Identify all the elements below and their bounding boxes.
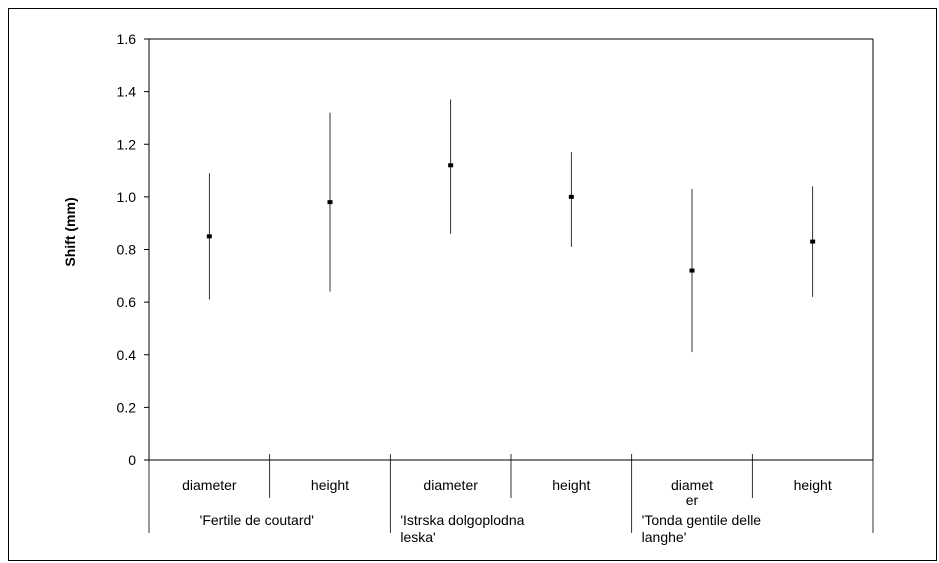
chart-frame: Shift (mm) 0 0.2 0.4 0.6 0.8 1.0 1.2 1.4 1.6 dia… xyxy=(8,8,937,561)
axes: 0 0.2 0.4 0.6 0.8 1.0 1.2 1.4 1.6 xyxy=(117,31,874,533)
y-tick-label: 0.4 xyxy=(117,347,137,363)
category-label-1: diameter xyxy=(182,477,237,493)
category-label-3: diameter xyxy=(423,477,478,493)
mean-marker-6 xyxy=(810,239,816,244)
y-tick-label: 0.2 xyxy=(117,399,137,415)
y-tick-label: 1.2 xyxy=(117,136,137,152)
group-label-1: 'Fertile de coutard' xyxy=(200,512,314,528)
y-tick-label: 0.6 xyxy=(117,294,137,310)
y-tick-label: 1.4 xyxy=(117,84,137,100)
category-label-4: height xyxy=(552,477,590,493)
category-label-5: diamet xyxy=(671,477,713,493)
mean-marker-1 xyxy=(206,234,212,239)
mean-marker-5 xyxy=(689,268,695,273)
y-tick-label: 1.6 xyxy=(117,31,137,47)
category-label-6: height xyxy=(794,477,832,493)
group-label-2: leska' xyxy=(400,529,435,545)
category-label-5: er xyxy=(686,492,699,508)
group-label-3: langhe' xyxy=(642,529,687,545)
mean-marker-4 xyxy=(568,194,574,199)
y-tick-label: 1.0 xyxy=(117,189,137,205)
category-labels: diameter height diameter height diameter heig… xyxy=(182,477,832,545)
group-label-2: 'Istrska dolgoplodna xyxy=(400,512,524,528)
y-tick-label: 0.8 xyxy=(117,242,137,258)
y-tick-label: 0 xyxy=(128,452,136,468)
category-label-2: height xyxy=(311,477,349,493)
data-marks xyxy=(206,99,816,353)
mean-marker-3 xyxy=(448,163,454,168)
mean-marker-2 xyxy=(327,200,333,205)
group-label-3: 'Tonda gentile delle xyxy=(642,512,762,528)
y-axis-label: Shift (mm) xyxy=(62,197,78,266)
error-bar-chart: Shift (mm) 0 0.2 0.4 0.6 0.8 1.0 1.2 1.4 1.6 dia… xyxy=(62,31,874,545)
